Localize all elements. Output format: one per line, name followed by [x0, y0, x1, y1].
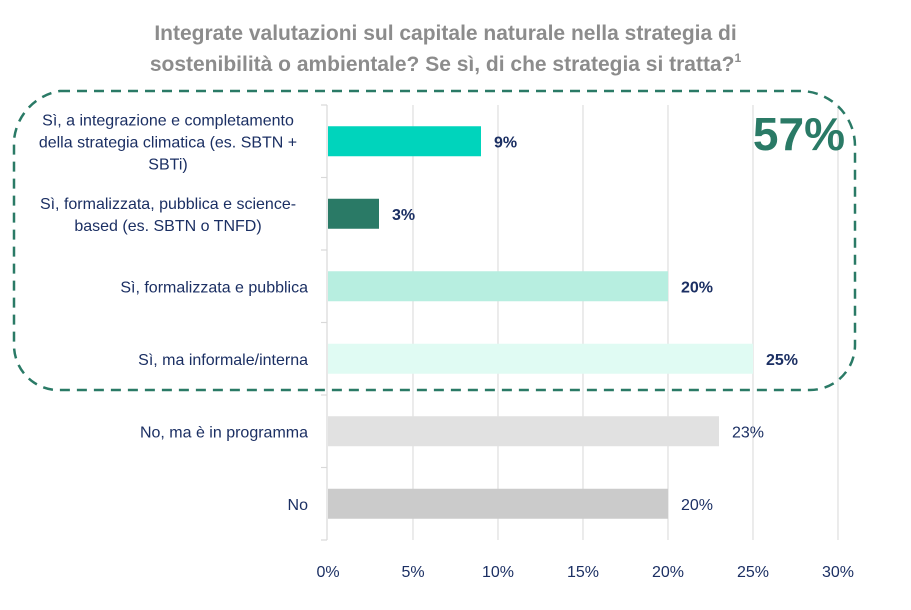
- highlight-percentage: 57%: [753, 108, 845, 160]
- category-label: No, ma è in programma: [140, 424, 308, 441]
- category-label: Sì, ma informale/interna: [138, 352, 308, 369]
- bar: [328, 198, 379, 229]
- bar: [328, 416, 719, 447]
- category-labels: Sì, a integrazione e completamento della …: [39, 112, 308, 514]
- x-tick-label: 5%: [401, 564, 424, 581]
- bar: [328, 488, 668, 519]
- category-label: Sì, formalizzata, pubblica e science-bas…: [40, 196, 296, 235]
- value-label: 20%: [681, 279, 713, 296]
- category-label: Sì, a integrazione e completamento della …: [39, 112, 297, 173]
- value-label: 25%: [766, 352, 798, 369]
- value-label: 3%: [392, 207, 415, 224]
- chart-title: Integrate valutazioni sul capitale natur…: [0, 18, 891, 80]
- value-label: 9%: [494, 134, 517, 151]
- bar: [328, 343, 753, 374]
- x-tick-label: 10%: [482, 564, 514, 581]
- title-footnote: 1: [734, 51, 742, 65]
- chart-title-line1: Integrate valutazioni sul capitale natur…: [154, 22, 737, 45]
- bar: [328, 126, 481, 157]
- value-labels: 9% 3% 20% 25% 23% 20%: [392, 134, 798, 514]
- x-tick-label: 30%: [822, 564, 854, 581]
- bars: [328, 126, 753, 519]
- gridlines: [412, 105, 839, 540]
- x-tick-label: 0%: [316, 564, 339, 581]
- value-label: 23%: [732, 424, 764, 441]
- x-tick-label: 15%: [567, 564, 599, 581]
- chart-title-line2: sostenibilità o ambientale? Se sì, di ch…: [149, 53, 735, 76]
- bar: [328, 271, 668, 302]
- x-tick-label: 20%: [652, 564, 684, 581]
- value-label: 20%: [681, 497, 713, 514]
- y-axis: [321, 104, 328, 541]
- x-tick-labels: 0% 5% 10% 15% 20% 25% 30%: [316, 564, 854, 581]
- category-label: No: [288, 497, 309, 514]
- x-tick-label: 25%: [737, 564, 769, 581]
- category-label: Sì, formalizzata e pubblica: [120, 279, 308, 296]
- highlight-dashed-box: [12, 89, 857, 392]
